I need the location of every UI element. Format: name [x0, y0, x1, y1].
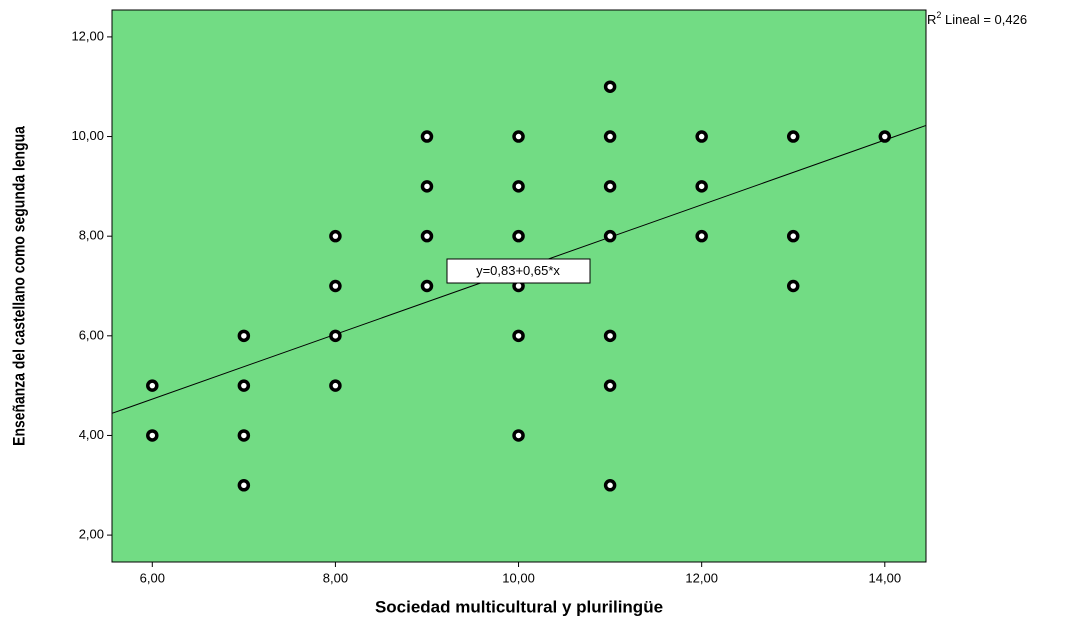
r2-symbol: R	[927, 12, 936, 27]
point	[786, 229, 800, 243]
point	[603, 80, 617, 93]
y-tick-label: 6,00	[79, 327, 104, 342]
point	[512, 180, 525, 193]
point	[512, 130, 525, 143]
x-tick-label: 6,00	[140, 570, 165, 585]
r2-text: Lineal = 0,426	[941, 12, 1027, 27]
fit-label-box	[446, 258, 591, 284]
point	[786, 279, 800, 293]
y-tick-label: 8,00	[79, 228, 104, 243]
point	[603, 479, 617, 492]
point	[603, 379, 617, 392]
point	[237, 479, 251, 492]
y-tick-label: 12,00	[71, 28, 104, 43]
point	[420, 180, 434, 193]
x-axis-title: Sociedad multicultural y plurilingüe	[375, 597, 663, 616]
y-tick-label: 2,00	[79, 527, 104, 542]
point	[420, 229, 434, 243]
point	[329, 329, 342, 343]
fit-label: y=0,83+0,65*x	[476, 263, 560, 278]
point	[603, 130, 617, 143]
point	[420, 130, 434, 143]
point	[603, 329, 617, 343]
point	[695, 180, 708, 193]
x-tick-label: 12,00	[685, 570, 718, 585]
point	[329, 229, 342, 243]
point	[786, 130, 800, 143]
point	[329, 279, 342, 293]
point	[237, 379, 251, 392]
y-axis-title: Enseñanza del castellano como segunda le…	[10, 126, 29, 446]
point	[237, 329, 251, 343]
point	[695, 130, 708, 143]
point	[603, 229, 617, 243]
point	[420, 279, 434, 293]
point	[512, 429, 525, 442]
x-tick-label: 10,00	[502, 570, 535, 585]
x-tick-label: 8,00	[323, 570, 348, 585]
r2-annotation: R2 Lineal = 0,426	[927, 10, 1027, 27]
point	[146, 429, 159, 442]
y-tick-label: 10,00	[71, 128, 104, 143]
y-tick-label: 4,00	[79, 427, 104, 442]
r2-sup: 2	[936, 10, 941, 20]
point	[512, 229, 525, 243]
point	[603, 180, 617, 193]
point	[146, 379, 159, 392]
x-tick-label: 14,00	[869, 570, 902, 585]
point	[237, 429, 251, 442]
point	[329, 379, 342, 392]
point	[695, 229, 708, 243]
point	[512, 329, 525, 343]
point	[878, 130, 892, 143]
